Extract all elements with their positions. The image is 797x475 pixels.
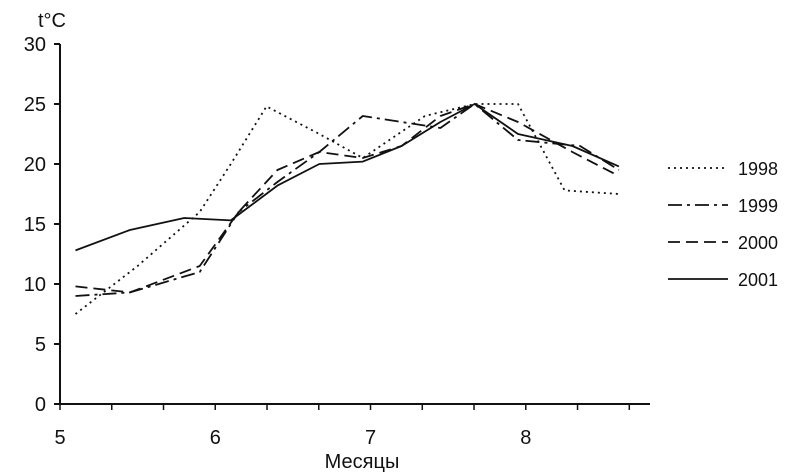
series-lines (74, 103, 620, 315)
x-ticks: 5 6 7 8 (54, 404, 631, 449)
series-line-1999 (75, 103, 620, 297)
legend-label-1998: 1998 (738, 159, 778, 179)
y-tick-label: 10 (24, 274, 46, 296)
y-axis-title: t°C (38, 10, 66, 32)
y-tick-label: 0 (35, 394, 46, 416)
x-axis-title: Месяцы (325, 451, 400, 473)
y-tick-label: 30 (24, 34, 46, 56)
x-tick-label: 8 (520, 427, 531, 449)
x-tick-label: 6 (210, 427, 221, 449)
legend-label-2001: 2001 (738, 270, 778, 290)
y-tick-label: 20 (24, 154, 46, 176)
legend-label-1999: 1999 (738, 196, 778, 216)
y-tick-label: 15 (24, 214, 46, 236)
x-tick-label: 7 (365, 427, 376, 449)
x-tick-label: 5 (54, 427, 65, 449)
y-tick-label: 25 (24, 94, 46, 116)
y-tick-label: 5 (35, 334, 46, 356)
legend-label-2000: 2000 (738, 233, 778, 253)
y-ticks: 0 5 10 15 20 25 30 (24, 34, 60, 416)
series-line-2001 (75, 103, 620, 252)
legend: 1998 1999 2000 2001 (668, 159, 778, 290)
series-line-2000 (75, 103, 620, 294)
